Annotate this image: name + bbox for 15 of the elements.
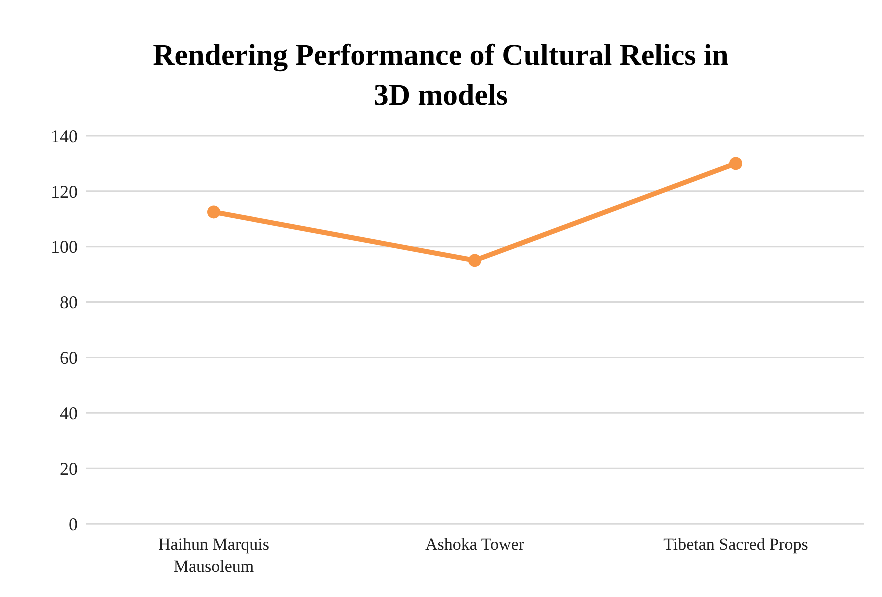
x-tick-label: Ashoka Tower xyxy=(425,535,525,554)
point xyxy=(730,157,742,170)
y-tick-label: 80 xyxy=(60,292,78,313)
y-tick-label: 60 xyxy=(60,348,78,368)
y-tick-label: 100 xyxy=(51,237,78,258)
point xyxy=(208,206,220,219)
y-tick-label: 120 xyxy=(51,182,78,202)
y-tick-label: 140 xyxy=(51,126,78,146)
x-tick-label: Haihun Marquis Mausoleum xyxy=(158,535,270,576)
point xyxy=(468,254,482,268)
y-tick-label: 40 xyxy=(60,404,78,424)
chart-title: Rendering Performance of Cultural Relics in 3D models xyxy=(152,38,730,114)
y-tick-label: 0 xyxy=(69,514,78,534)
y-tick-label: 20 xyxy=(60,458,78,479)
x-tick-label: Tibetan Sacred Props xyxy=(664,535,808,554)
